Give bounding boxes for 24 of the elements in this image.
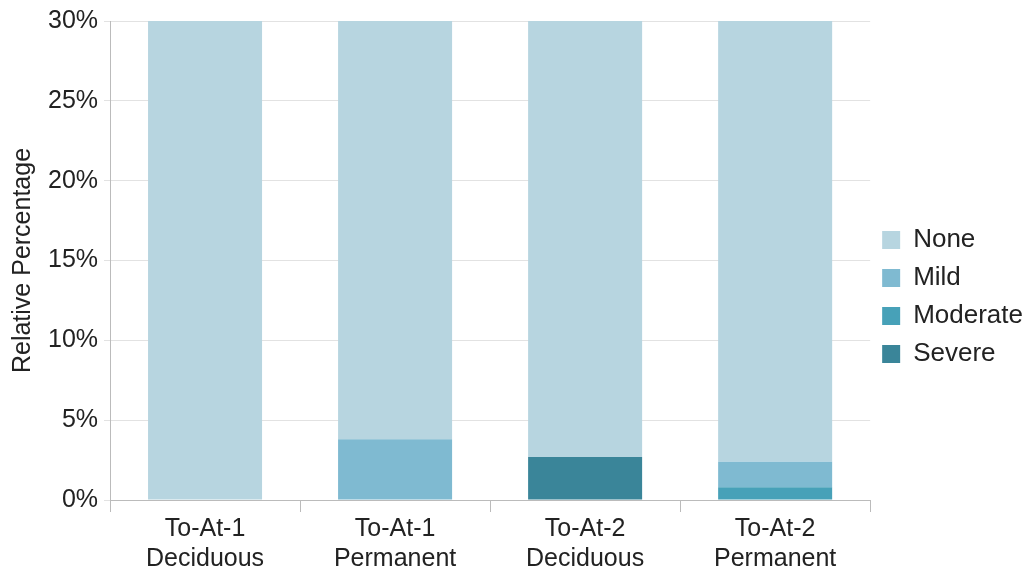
legend-label: None xyxy=(913,223,976,254)
y-axis-title: Relative Percentage xyxy=(6,147,35,374)
x-tick-label: To-At-1 Permanent xyxy=(333,512,457,571)
bar xyxy=(718,487,833,500)
bar xyxy=(528,456,643,500)
x-tick-label: To-At-1 Deciduous xyxy=(145,512,265,571)
y-tick-label: 15% xyxy=(47,244,99,273)
bar xyxy=(718,21,833,462)
bar xyxy=(148,21,263,500)
bar xyxy=(718,461,833,488)
legend-label: Mild xyxy=(913,261,961,292)
bar xyxy=(338,439,453,500)
y-tick-label: 10% xyxy=(47,324,99,353)
legend-label: Moderate xyxy=(913,299,1023,330)
y-tick-label: 5% xyxy=(61,404,99,433)
x-tick-label: To-At-2 Deciduous xyxy=(526,512,645,571)
y-tick-label: 30% xyxy=(47,4,99,33)
x-tick-label: To-At-2 Permanent xyxy=(714,512,837,571)
y-tick-label: 20% xyxy=(47,164,99,193)
y-tick-label: 0% xyxy=(61,483,99,512)
bar xyxy=(338,21,453,440)
legend-label: Severe xyxy=(913,337,996,368)
y-tick-label: 25% xyxy=(47,84,99,113)
bar xyxy=(528,21,643,457)
